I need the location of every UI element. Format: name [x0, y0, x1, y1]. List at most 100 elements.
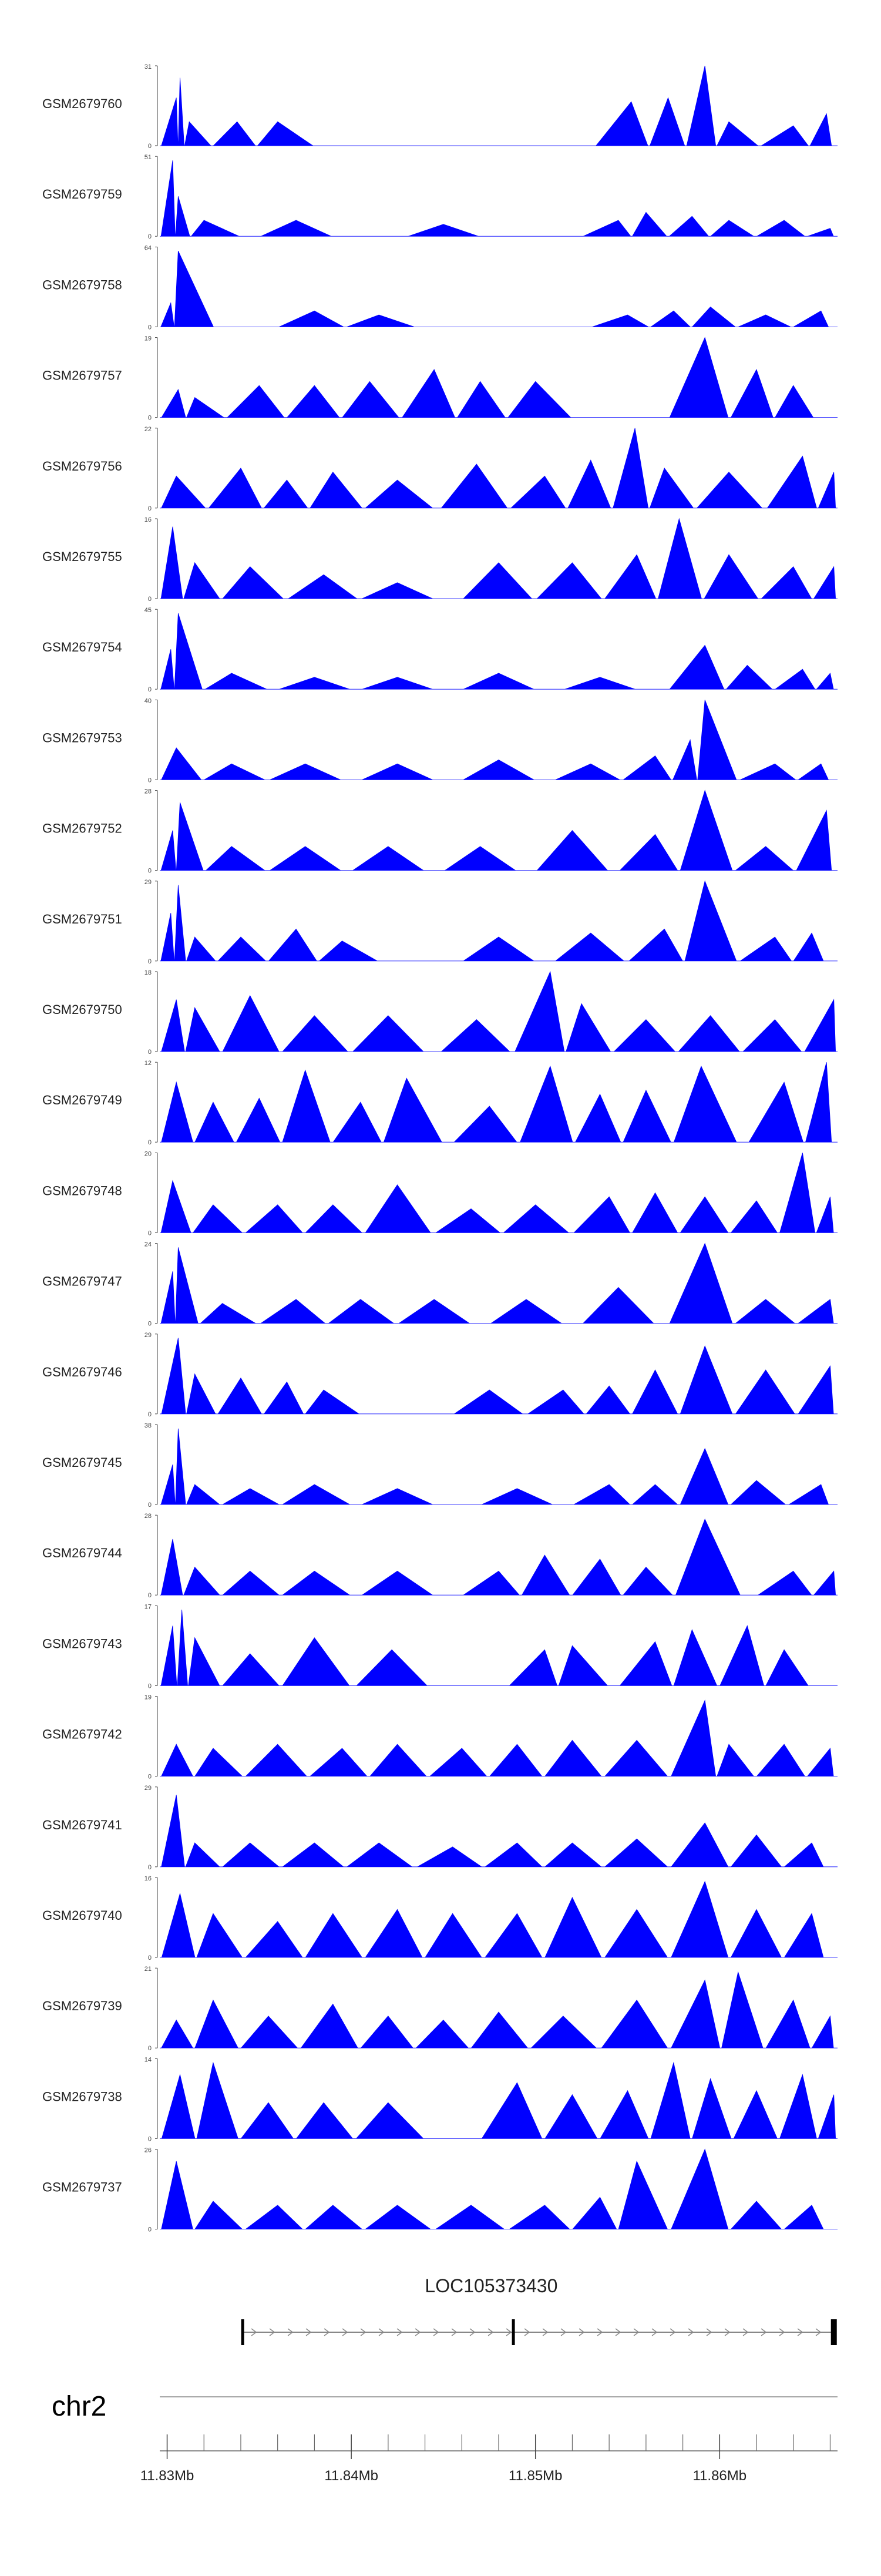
- track-label: GSM2679760: [42, 96, 122, 111]
- gene-strand-arrow: [415, 2328, 421, 2336]
- track-y-min-label: 0: [148, 1411, 152, 1418]
- track-y-max-label: 20: [144, 1150, 152, 1157]
- track-gsm2679753: GSM2679753 40 0: [42, 697, 838, 784]
- track-y-min-label: 0: [148, 596, 152, 603]
- track-y-min-label: 0: [148, 1682, 152, 1690]
- track-label: GSM2679749: [42, 1093, 122, 1107]
- gene-strand-arrow: [688, 2328, 694, 2336]
- track-gsm2679746: GSM2679746 29 0: [42, 1332, 838, 1418]
- track-gsm2679749: GSM2679749 12 0: [42, 1060, 838, 1146]
- track-y-min-label: 0: [148, 2226, 152, 2234]
- track-coverage-area: [160, 1062, 838, 1143]
- track-label: GSM2679753: [42, 730, 122, 745]
- gene-strand-arrow: [742, 2328, 749, 2336]
- axis-tick-label: 11.85Mb: [509, 2468, 563, 2484]
- track-coverage-area: [160, 1338, 838, 1415]
- track-y-max-label: 51: [144, 154, 152, 161]
- track-y-max-label: 24: [144, 1241, 152, 1248]
- track-y-max-label: 18: [144, 969, 152, 976]
- track-y-max-label: 26: [144, 2147, 152, 2154]
- track-y-min-label: 0: [148, 233, 152, 240]
- track-coverage-area: [160, 1699, 838, 1776]
- coverage-tracks: GSM2679760310GSM2679759510GSM2679758640G…: [42, 63, 838, 2234]
- track-coverage-area: [160, 2148, 838, 2229]
- gene-strand-arrow: [633, 2328, 640, 2336]
- track-y-min-label: 0: [148, 1502, 152, 1509]
- gene-exon: [512, 2319, 515, 2345]
- track-coverage-area: [160, 1795, 838, 1868]
- track-label: GSM2679744: [42, 1546, 122, 1560]
- track-label: GSM2679751: [42, 912, 122, 926]
- gene-annotation-track: LOC105373430: [241, 2275, 837, 2345]
- track-y-min-label: 0: [148, 2045, 152, 2052]
- track-y-min-label: 0: [148, 1864, 152, 1871]
- gene-strand-arrow: [815, 2328, 822, 2336]
- track-coverage-area: [160, 1880, 838, 1958]
- track-gsm2679757: GSM2679757 19 0: [42, 335, 838, 422]
- track-gsm2679742: GSM2679742 19 0: [42, 1694, 838, 1781]
- track-gsm2679750: GSM2679750 18 0: [42, 969, 838, 1056]
- track-gsm2679738: GSM2679738 14 0: [42, 2056, 838, 2142]
- track-gsm2679737: GSM2679737 26 0: [42, 2147, 838, 2234]
- track-y-max-label: 12: [144, 1060, 152, 1067]
- track-y-min-label: 0: [148, 415, 152, 422]
- track-y-max-label: 38: [144, 1422, 152, 1429]
- track-y-max-label: 19: [144, 1694, 152, 1701]
- track-label: GSM2679756: [42, 459, 122, 473]
- gene-strand-arrow: [615, 2328, 621, 2336]
- gene-strand-arrow: [469, 2328, 476, 2336]
- track-coverage-area: [160, 790, 838, 871]
- track-gsm2679740: GSM2679740 16 0: [42, 1875, 838, 1962]
- axis-tick-label: 11.86Mb: [692, 2468, 747, 2484]
- track-coverage-area: [160, 1428, 838, 1505]
- track-y-min-label: 0: [148, 1139, 152, 1146]
- axis-tick-label: 11.84Mb: [324, 2468, 378, 2484]
- track-gsm2679760: GSM2679760 31 0: [42, 63, 838, 150]
- gene-strand-arrow: [451, 2328, 458, 2336]
- genome-axis-track: chr2 11.83Mb 11.84Mb 11.85Mb 11.86Mb: [52, 2391, 838, 2484]
- track-coverage-area: [160, 613, 838, 690]
- gene-strand-arrow: [251, 2328, 257, 2336]
- track-coverage-area: [160, 1518, 838, 1596]
- track-label: GSM2679754: [42, 640, 122, 654]
- gene-label: LOC105373430: [425, 2275, 557, 2296]
- gene-strand-arrow: [305, 2328, 312, 2336]
- track-y-min-label: 0: [148, 777, 152, 784]
- track-coverage-area: [160, 1153, 838, 1233]
- track-y-min-label: 0: [148, 868, 152, 875]
- gene-strand-arrow: [651, 2328, 658, 2336]
- track-label: GSM2679758: [42, 277, 122, 292]
- track-y-min-label: 0: [148, 1321, 152, 1328]
- track-gsm2679751: GSM2679751 29 0: [42, 879, 838, 965]
- track-label: GSM2679748: [42, 1183, 122, 1198]
- track-label: GSM2679746: [42, 1365, 122, 1379]
- track-y-max-label: 17: [144, 1603, 152, 1610]
- gene-strand-arrow: [779, 2328, 785, 2336]
- gene-strand-arrow: [560, 2328, 567, 2336]
- chromosome-label: chr2: [52, 2391, 106, 2422]
- track-coverage-area: [160, 1242, 838, 1324]
- gene-strand-arrow: [324, 2328, 330, 2336]
- gene-strand-arrow: [761, 2328, 767, 2336]
- gene-strand-arrow: [287, 2328, 294, 2336]
- track-label: GSM2679747: [42, 1274, 122, 1289]
- track-gsm2679752: GSM2679752 28 0: [42, 788, 838, 875]
- gene-exon: [830, 2319, 837, 2345]
- track-y-max-label: 16: [144, 516, 152, 523]
- track-label: GSM2679740: [42, 1908, 122, 1923]
- track-gsm2679759: GSM2679759 51 0: [42, 154, 838, 240]
- track-y-max-label: 19: [144, 335, 152, 342]
- track-coverage-area: [160, 1610, 838, 1686]
- track-coverage-area: [160, 880, 838, 962]
- track-coverage-area: [160, 700, 838, 780]
- gene-strand-arrow: [542, 2328, 549, 2336]
- track-label: GSM2679759: [42, 187, 122, 201]
- track-y-max-label: 14: [144, 2056, 152, 2063]
- track-y-max-label: 21: [144, 1966, 152, 1973]
- track-y-min-label: 0: [148, 324, 152, 331]
- gene-strand-arrow: [670, 2328, 676, 2336]
- track-label: GSM2679743: [42, 1636, 122, 1651]
- track-label: GSM2679741: [42, 1818, 122, 1832]
- track-y-min-label: 0: [148, 1774, 152, 1781]
